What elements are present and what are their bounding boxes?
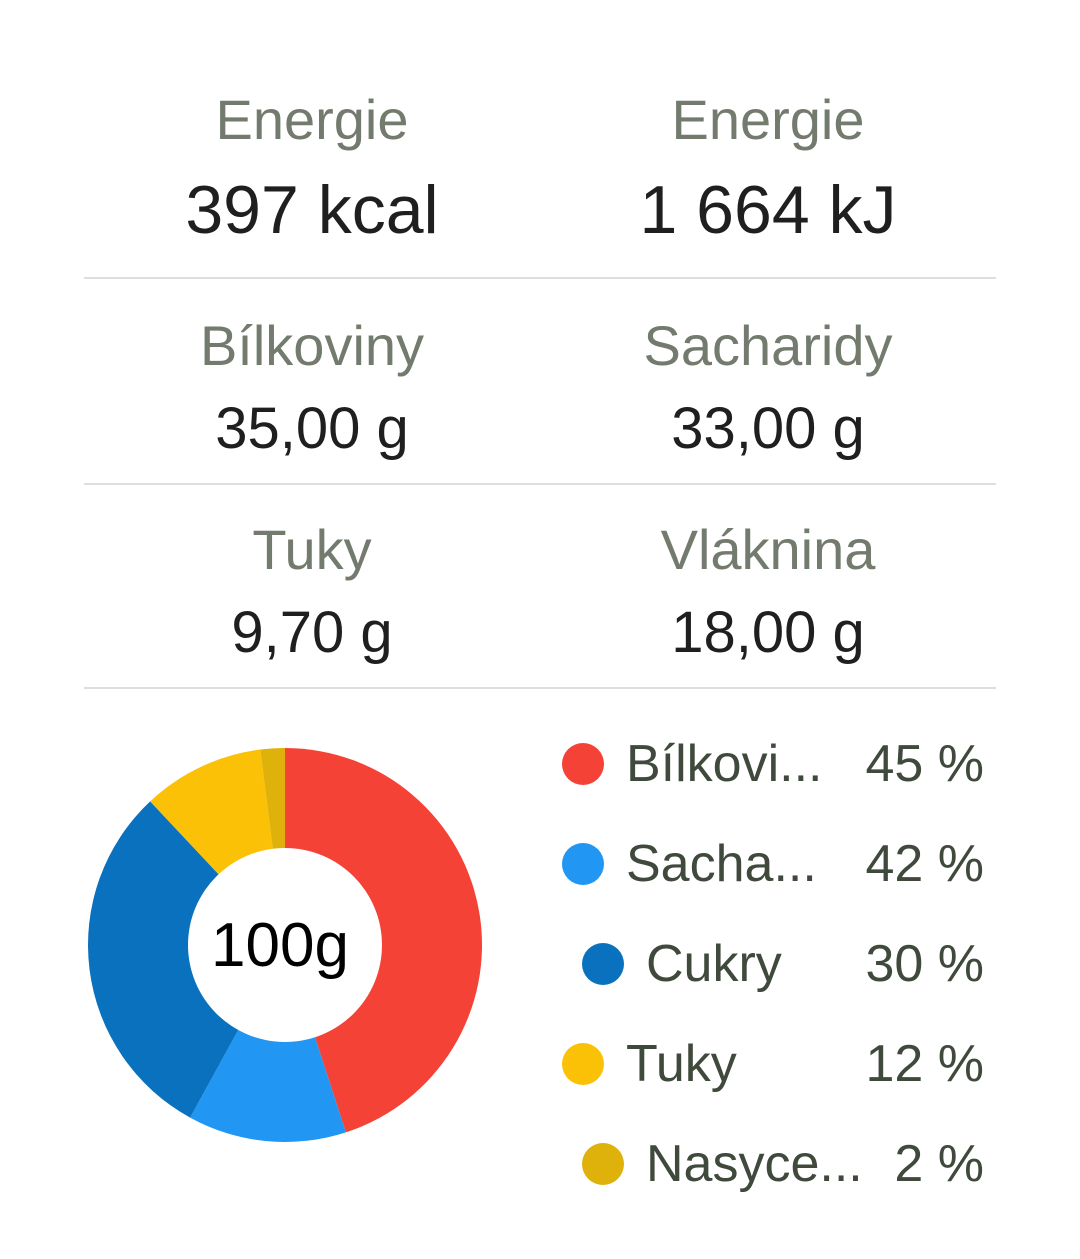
legend-percent: 30 % <box>865 935 984 993</box>
fat-value: 9,70 g <box>231 600 393 665</box>
fat-label: Tuky <box>252 518 372 581</box>
energy-kj-value: 1 664 kJ <box>639 172 897 248</box>
divider-3 <box>84 687 996 689</box>
fiber-cell: Vláknina 18,00 g <box>540 522 996 662</box>
energy-kcal-value: 397 kcal <box>185 172 439 248</box>
fat-cell: Tuky 9,70 g <box>84 522 540 662</box>
legend-label: Bílkovi... <box>626 735 823 793</box>
donut-slice-1 <box>190 945 346 1142</box>
donut-slice-0 <box>285 748 482 1133</box>
energy-kj-cell: Energie 1 664 kJ <box>540 88 996 248</box>
legend-item-0: Bílkovi... <box>562 732 823 796</box>
legend-dot <box>562 1043 604 1085</box>
protein-label: Bílkoviny <box>199 314 425 377</box>
legend-percent: 12 % <box>865 1035 984 1093</box>
legend-label: Cukry <box>646 935 782 993</box>
energy-kcal-cell: Energie 397 kcal <box>84 88 540 248</box>
legend-percent: 45 % <box>865 735 984 793</box>
macro-donut-chart: 100g <box>87 748 482 1142</box>
fiber-label: Vláknina <box>660 518 876 581</box>
legend-label: Tuky <box>626 1035 737 1093</box>
legend-label: Nasyce... <box>646 1135 863 1193</box>
fiber-value: 18,00 g <box>671 600 865 665</box>
legend-item-2: Cukry <box>582 932 782 996</box>
legend-dot <box>562 743 604 785</box>
energy-kcal-label: Energie <box>215 88 409 151</box>
carbs-label: Sacharidy <box>643 314 893 377</box>
donut-slice-2 <box>87 801 285 1118</box>
legend-dot <box>562 843 604 885</box>
legend-percent: 42 % <box>865 835 984 893</box>
legend-item-4: Nasyce... <box>582 1132 863 1196</box>
legend-dot <box>582 1143 624 1185</box>
carbs-cell: Sacharidy 33,00 g <box>540 318 996 458</box>
macros-row-1: Bílkoviny 35,00 g Sacharidy 33,00 g <box>84 318 996 458</box>
energy-kj-label: Energie <box>671 88 865 151</box>
divider-1 <box>84 277 996 279</box>
legend-percent: 2 % <box>894 1135 984 1193</box>
energy-row: Energie 397 kcal Energie 1 664 kJ <box>84 88 996 248</box>
legend-label: Sacha... <box>626 835 817 893</box>
protein-cell: Bílkoviny 35,00 g <box>84 318 540 458</box>
legend-item-3: Tuky <box>562 1032 737 1096</box>
carbs-value: 33,00 g <box>671 396 865 461</box>
divider-2 <box>84 483 996 485</box>
protein-value: 35,00 g <box>215 396 409 461</box>
macros-row-2: Tuky 9,70 g Vláknina 18,00 g <box>84 522 996 662</box>
donut-hole <box>188 848 382 1042</box>
legend-item-1: Sacha... <box>562 832 817 896</box>
legend-dot <box>582 943 624 985</box>
donut-center-label: 100g <box>211 911 349 980</box>
